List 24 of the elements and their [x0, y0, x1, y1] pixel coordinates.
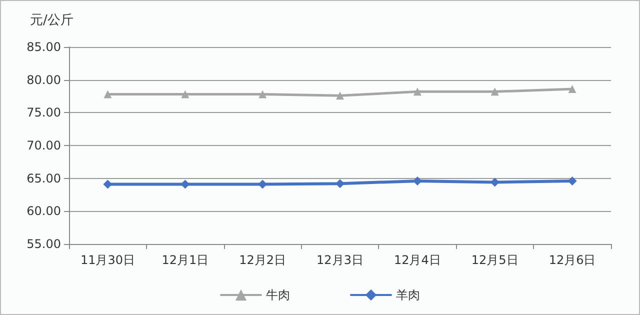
y-tick-label: 60.00: [26, 204, 61, 218]
point: [413, 88, 422, 96]
x-tick-label: 12月6日: [548, 253, 596, 267]
x-tick-label: 12月4日: [394, 253, 441, 267]
point: [336, 92, 344, 100]
point: [490, 88, 499, 96]
y-tick-label: 55.00: [26, 237, 61, 251]
legend-label: 羊肉: [396, 288, 420, 302]
legend-label: 牛肉: [266, 288, 290, 302]
point: [104, 90, 112, 98]
y-tick-label: 65.00: [26, 171, 61, 186]
y-tick-label: 70.00: [26, 138, 61, 152]
point: [181, 90, 190, 98]
y-tick-label: 85.00: [26, 40, 61, 54]
x-tick-label: 12月5日: [471, 253, 518, 267]
y-tick-label: 80.00: [26, 72, 61, 87]
x-tick-label: 12月3日: [316, 253, 364, 267]
x-tick-label: 12月2日: [239, 253, 286, 267]
point: [258, 90, 267, 98]
y-axis-title: 元/公斤: [30, 13, 74, 28]
x-tick-label: 12月1日: [162, 253, 209, 267]
x-tick-label: 11月30日: [80, 253, 135, 267]
point: [568, 85, 576, 94]
y-tick-label: 75.00: [26, 106, 61, 120]
